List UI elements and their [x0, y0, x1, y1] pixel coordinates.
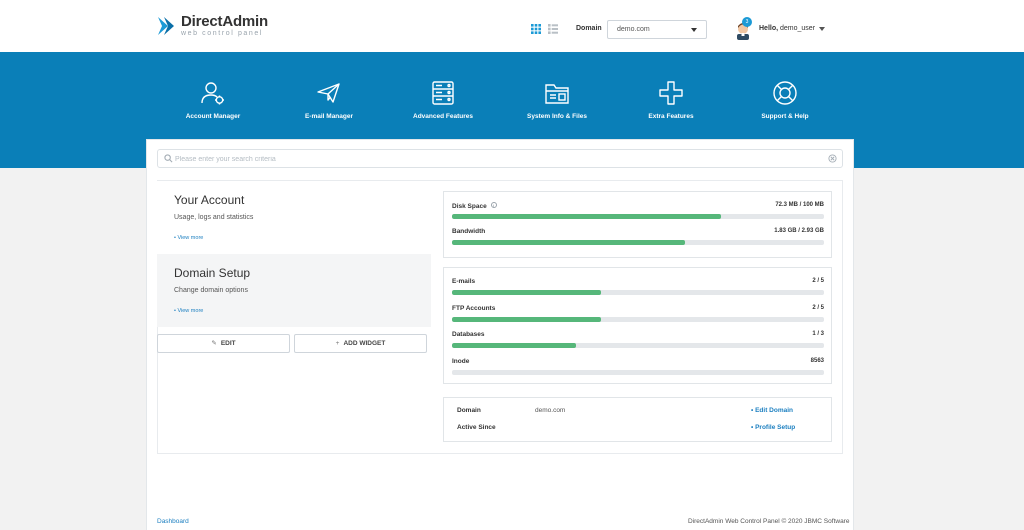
grid-view-icon[interactable]: [531, 24, 541, 34]
folder-icon: [545, 84, 569, 104]
domain-label: Domain: [576, 25, 602, 32]
progress-fill: [452, 214, 721, 219]
add-widget-button[interactable]: + ADD WIDGET: [294, 334, 427, 353]
stat-label: Disk Space i: [452, 202, 497, 210]
card-title: Domain Setup: [174, 266, 251, 280]
progress-fill: [452, 343, 576, 348]
breadcrumb-dashboard[interactable]: Dashboard: [157, 518, 189, 525]
domain-setup-card[interactable]: Domain Setup Change domain options • Vie…: [157, 254, 431, 327]
user-greeting[interactable]: Hello, demo_user: [759, 25, 815, 32]
nav-label: Support & Help: [761, 113, 809, 120]
progress-fill: [452, 317, 601, 322]
your-account-card[interactable]: Your Account Usage, logs and statistics …: [157, 181, 431, 254]
disk-space-stat: Disk Space i 72.3 MB / 100 MB: [452, 202, 824, 222]
progress-track: [452, 240, 824, 245]
progress-track: [452, 214, 824, 219]
domain-key: Domain: [457, 407, 481, 414]
hello-prefix: Hello,: [759, 25, 779, 32]
nav-label: Advanced Features: [413, 113, 473, 120]
stat-label: E-mails: [452, 278, 476, 285]
view-more-link[interactable]: • View more: [174, 235, 204, 241]
chevron-down-icon: [691, 28, 697, 32]
stat-value: 72.3 MB / 100 MB: [775, 202, 824, 208]
lifebuoy-icon: [773, 81, 797, 105]
search-bar[interactable]: [157, 149, 843, 168]
progress-track: [452, 343, 824, 348]
stat-label: Bandwidth: [452, 228, 486, 235]
stat-value: 1 / 3: [812, 331, 824, 337]
nav-label: Extra Features: [648, 113, 694, 120]
databases-stat: Databases 1 / 3: [452, 331, 824, 351]
nav-label: System Info & Files: [527, 113, 587, 120]
notification-badge[interactable]: 3: [742, 17, 752, 27]
stat-label: FTP Accounts: [452, 305, 496, 312]
edit-domain-link[interactable]: • Edit Domain: [751, 407, 793, 414]
profile-setup-link[interactable]: • Profile Setup: [751, 424, 796, 431]
domain-select[interactable]: demo.com: [607, 20, 707, 39]
nav-extra-features[interactable]: Extra Features: [616, 80, 726, 122]
card-title: Your Account: [174, 193, 245, 207]
domain-info-row: Domain demo.com • Edit Domain: [457, 407, 822, 417]
card-subtitle: Usage, logs and statistics: [174, 214, 254, 221]
nav-label: E-mail Manager: [304, 113, 354, 120]
search-input[interactable]: [175, 153, 815, 165]
view-more-link[interactable]: • View more: [174, 308, 204, 314]
username: demo_user: [780, 25, 816, 32]
progress-fill: [452, 240, 685, 245]
stat-value: 8563: [810, 358, 824, 364]
progress-track: [452, 290, 824, 295]
edit-label: EDIT: [220, 340, 236, 347]
progress-track: [452, 317, 824, 322]
pencil-icon: ✎: [211, 340, 217, 347]
add-widget-label: ADD WIDGET: [343, 340, 386, 347]
nav-account-manager[interactable]: Account Manager: [158, 80, 268, 122]
logo-mark-icon: [158, 17, 174, 35]
inode-stat: Inode 8563: [452, 358, 824, 378]
nav-support-help[interactable]: Support & Help: [730, 80, 840, 122]
nav-email-manager[interactable]: E-mail Manager: [274, 80, 384, 122]
top-header: DirectAdmin web control panel Domain dem…: [0, 0, 1024, 52]
footer-copyright: DirectAdmin Web Control Panel © 2020 JBM…: [688, 518, 850, 525]
directadmin-logo[interactable]: DirectAdmin web control panel: [156, 13, 268, 41]
emails-stat: E-mails 2 / 5: [452, 278, 824, 298]
search-icon: [164, 154, 173, 163]
nav-system-info[interactable]: System Info & Files: [502, 80, 612, 122]
server-icon: [432, 81, 454, 105]
stat-value: 1.83 GB / 2.93 GB: [774, 228, 824, 234]
brand-tagline: web control panel: [181, 30, 264, 37]
account-manager-icon: [201, 82, 224, 105]
stat-value: 2 / 5: [812, 278, 824, 284]
stat-label: Databases: [452, 331, 485, 338]
plus-icon: [659, 81, 683, 105]
card-subtitle: Change domain options: [174, 287, 248, 294]
ftp-accounts-stat: FTP Accounts 2 / 5: [452, 305, 824, 325]
progress-fill: [452, 290, 601, 295]
clear-search-icon[interactable]: [828, 154, 837, 163]
paper-plane-icon: [317, 83, 340, 103]
usage-box: Disk Space i 72.3 MB / 100 MB Bandwidth 1…: [443, 191, 832, 258]
list-view-icon[interactable]: [548, 24, 558, 34]
nav-advanced-features[interactable]: Advanced Features: [388, 80, 498, 122]
progress-track: [452, 370, 824, 375]
info-icon[interactable]: i: [490, 202, 497, 208]
brand-name: DirectAdmin: [181, 13, 268, 30]
active-since-key: Active Since: [457, 424, 496, 431]
resources-box: E-mails 2 / 5 FTP Accounts 2 / 5 Databas…: [443, 267, 832, 384]
user-menu-chevron-icon[interactable]: [819, 27, 825, 31]
domain-value: demo.com: [535, 407, 566, 414]
disk-space-label: Disk Space: [452, 203, 487, 210]
plus-small-icon: +: [335, 340, 340, 347]
bandwidth-stat: Bandwidth 1.83 GB / 2.93 GB: [452, 228, 824, 248]
nav-label: Account Manager: [185, 113, 241, 120]
stat-label: Inode: [452, 358, 470, 365]
domain-select-value: demo.com: [617, 26, 650, 33]
edit-button[interactable]: ✎ EDIT: [157, 334, 290, 353]
stat-value: 2 / 5: [812, 305, 824, 311]
active-since-row: Active Since • Profile Setup: [457, 424, 822, 434]
domain-info-box: Domain demo.com • Edit Domain Active Sin…: [443, 397, 832, 442]
